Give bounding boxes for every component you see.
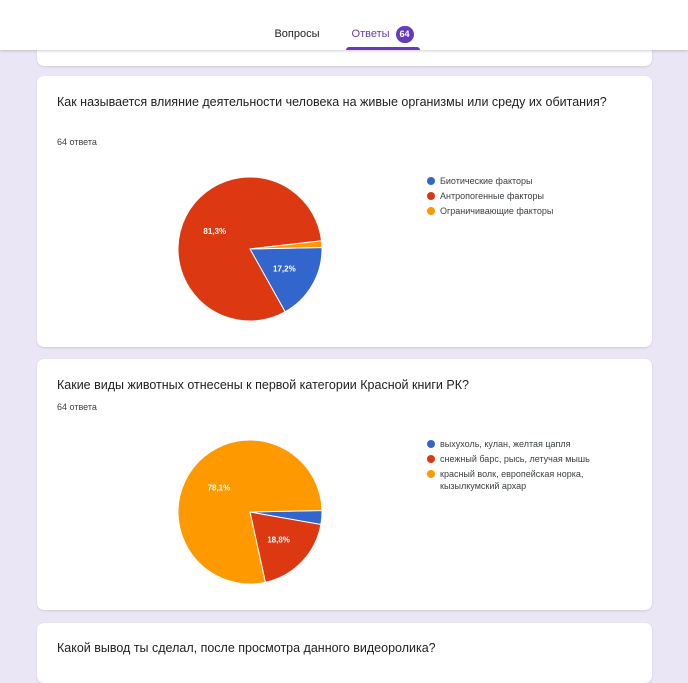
legend-label: выхухоль, кулан, желтая цапля <box>440 439 571 449</box>
question-card-2: Какие виды животных отнесены к первой ка… <box>37 359 652 610</box>
responses-count: 64 ответа <box>57 137 97 147</box>
question-title: Какие виды животных отнесены к первой ка… <box>57 378 469 392</box>
tab-questions[interactable]: Вопросы <box>268 22 325 50</box>
slice-label: 17,2% <box>273 265 296 274</box>
answers-count-badge: 64 <box>395 26 414 43</box>
pie-slice <box>249 240 323 250</box>
slice-label: 78,1% <box>208 483 231 492</box>
legend-item: Биотические факторы <box>427 175 553 187</box>
legend-label: Антропогенные факторы <box>440 191 544 201</box>
legend-label: Ограничивающие факторы <box>440 206 554 216</box>
tab-answers-label: Ответы <box>351 28 390 40</box>
slice-label: 18,8% <box>267 535 290 544</box>
slice-label: 81,3% <box>203 227 226 236</box>
question-title: Как называется влияние деятельности чело… <box>57 95 607 109</box>
chart-legend: Биотические факторы Антропогенные факторы… <box>427 175 553 220</box>
question-card-3: Какой вывод ты сделал, после просмотра д… <box>37 623 652 683</box>
legend-label: Биотические факторы <box>440 176 533 186</box>
legend-item: Ограничивающие факторы <box>427 205 553 217</box>
pie-chart: 18,8% 78,1% <box>177 439 323 585</box>
legend-label: красный волк, европейская норка, кызылку… <box>440 469 584 491</box>
legend-swatch <box>427 177 435 185</box>
legend-swatch <box>427 470 435 478</box>
legend-item: снежный барс, рысь, летучая мышь <box>427 453 610 465</box>
response-tabs: Вопросы Ответы 64 <box>0 22 688 50</box>
legend-label: снежный барс, рысь, летучая мышь <box>440 454 590 464</box>
legend-item: Антропогенные факторы <box>427 190 553 202</box>
top-bar: Вопросы Ответы 64 <box>0 0 688 50</box>
chart-legend: выхухоль, кулан, желтая цапля снежный бар… <box>427 438 610 495</box>
pie-slice <box>249 247 323 313</box>
tab-answers[interactable]: Ответы 64 <box>345 22 420 50</box>
pie-slice <box>177 439 323 585</box>
pie-slice <box>177 176 323 322</box>
pie-slice <box>249 511 322 583</box>
legend-swatch <box>427 455 435 463</box>
question-card-1: Как называется влияние деятельности чело… <box>37 76 652 347</box>
legend-item: выхухоль, кулан, желтая цапля <box>427 438 610 450</box>
responses-count: 64 ответа <box>57 402 97 412</box>
legend-swatch <box>427 207 435 215</box>
question-title: Какой вывод ты сделал, после просмотра д… <box>57 641 436 655</box>
tab-questions-label: Вопросы <box>274 28 320 40</box>
legend-swatch <box>427 192 435 200</box>
legend-swatch <box>427 440 435 448</box>
pie-chart: 17,2% 81,3% <box>177 176 323 322</box>
legend-item: красный волк, европейская норка, кызылку… <box>427 468 610 492</box>
